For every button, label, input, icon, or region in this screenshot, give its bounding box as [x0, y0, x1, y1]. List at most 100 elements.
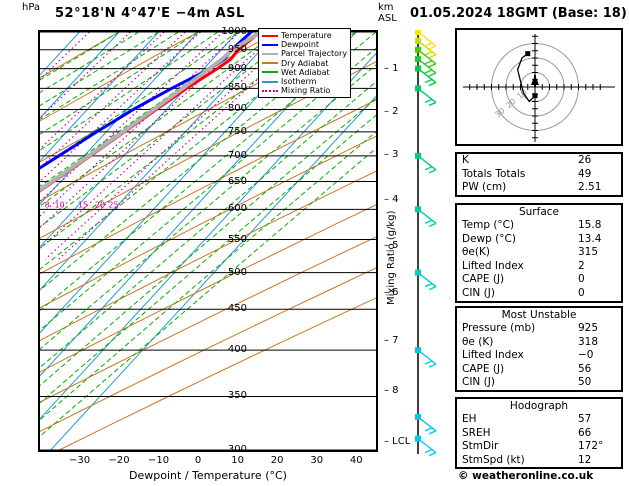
row-label: EH [462, 413, 477, 425]
row-value: 0 [578, 273, 585, 286]
copyright-footer: © weatheronline.co.uk [458, 470, 594, 482]
temperature-tick-0: 0 [194, 455, 202, 466]
height-tick-1: – 1 [384, 63, 399, 75]
row-value: 56 [578, 362, 592, 375]
legend-item-isotherm: Isotherm [262, 77, 347, 86]
legend-label: Isotherm [281, 77, 317, 87]
svg-text:20: 20 [95, 200, 105, 209]
row-value: 2 [578, 259, 585, 272]
row-label: CIN (J) [462, 286, 495, 299]
wind-barb [415, 46, 437, 68]
legend-label: Parcel Trajectory [281, 49, 348, 59]
wind-barb [415, 435, 437, 457]
temperature-tick-30: 30 [310, 455, 324, 466]
pressure-axis-unit: hPa [22, 2, 41, 13]
temperature-tick-20: 20 [270, 455, 284, 466]
legend-label: Wet Adiabat [281, 67, 330, 77]
legend-label: Temperature [281, 31, 332, 40]
table-row: CIN (J) 0 [457, 287, 621, 301]
wind-barb [415, 65, 437, 87]
xaxis-title: Dewpoint / Temperature (°C) [129, 469, 287, 482]
row-label: StmDir [462, 440, 499, 453]
temperature-tick--20: −20 [108, 455, 130, 466]
legend-swatch-icon [262, 89, 278, 92]
pressure-tick-400: 400 [227, 344, 247, 356]
table-row: θe (K) 318 [457, 336, 621, 350]
wind-barb [415, 152, 437, 174]
table-row: EH 57 [457, 413, 621, 427]
legend-label: Mixing Ratio [281, 86, 331, 96]
row-label: θe (K) [462, 335, 494, 348]
legend-swatch-icon [262, 80, 278, 83]
height-tick-4: – 4 [384, 193, 399, 205]
height-tick-3: – 3 [384, 149, 399, 161]
table-row: Totals Totals 49 [457, 168, 621, 182]
page-title: 52°18'N 4°47'E −4m ASL [55, 6, 245, 21]
wind-barb [415, 269, 437, 291]
legend-label: Dewpoint [281, 40, 320, 50]
mixing-ratio-axis-title: Mixing Ratio (g/kg) [386, 210, 397, 305]
table-row: Dewp (°C) 13.4 [457, 233, 621, 247]
table-row: Lifted Index −0 [457, 349, 621, 363]
legend-item-wet-adiabat: Wet Adiabat [262, 68, 347, 77]
row-label: CIN (J) [462, 376, 495, 389]
row-value: 15.8 [578, 219, 602, 231]
wind-barb [415, 56, 437, 77]
legend-swatch-icon [262, 71, 278, 74]
row-label: Lifted Index [462, 259, 524, 272]
legend-item-dry-adiabat: Dry Adiabat [262, 59, 347, 68]
table-row: θe(K) 315 [457, 246, 621, 260]
row-value: −0 [578, 349, 594, 362]
row-label: K [462, 154, 469, 166]
wind-barb [415, 413, 437, 435]
legend-item-temperature: Temperature [262, 31, 347, 40]
table-title: Hodograph [509, 400, 569, 412]
legend-label: Dry Adiabat [281, 58, 329, 68]
row-label: SREH [462, 426, 491, 439]
pressure-tick-1000: 1000 [221, 26, 247, 37]
pressure-tick-350: 350 [227, 390, 247, 402]
run-title: 01.05.2024 18GMT (Base: 18) [410, 6, 627, 21]
row-label: Totals Totals [462, 167, 526, 180]
svg-text:10: 10 [54, 200, 64, 209]
temperature-tick--30: −30 [68, 455, 91, 466]
row-label: θe(K) [462, 246, 490, 259]
skewt-plot[interactable]: 8 10 15 20 25 [38, 30, 378, 452]
hodograph-stats-table: Hodograph EH 57 SREH 66 StmDir 172° StmSpd (kt)… [455, 397, 623, 470]
table-row: SREH 66 [457, 427, 621, 441]
table-row: Temp (°C) 15.8 [457, 219, 621, 233]
table-row: CAPE (J) 56 [457, 363, 621, 377]
legend-item-parcel-trajectory: Parcel Trajectory [262, 49, 347, 58]
pressure-tick-300: 300 [227, 444, 247, 455]
row-value: 318 [578, 335, 599, 348]
table-row: Pressure (mb) 925 [457, 322, 621, 336]
wind-barb [415, 30, 437, 50]
row-value: 13.4 [578, 232, 602, 245]
height-axis-unit: km ASL [378, 2, 397, 24]
pressure-tick-450: 450 [227, 303, 247, 315]
height-tick-8: – 8 [384, 384, 399, 396]
pressure-tick-600: 600 [227, 203, 247, 215]
row-label: Lifted Index [462, 349, 524, 362]
row-value: 925 [578, 322, 599, 334]
row-label: CAPE (J) [462, 362, 505, 375]
row-label: Temp (°C) [462, 219, 515, 231]
wind-barb [415, 37, 437, 59]
row-value: 26 [578, 154, 592, 166]
row-label: PW (cm) [462, 181, 507, 194]
row-value: 49 [578, 167, 592, 180]
pressure-tick-900: 900 [227, 62, 247, 74]
wind-barb [415, 85, 437, 107]
height-tick-6: – 6 [384, 286, 399, 298]
height-tick-7: – 7 [384, 335, 399, 347]
height-tick-2: – 2 [384, 105, 399, 117]
pressure-tick-500: 500 [227, 266, 247, 278]
pressure-tick-800: 800 [227, 103, 247, 115]
surface-indices-table: Surface Temp (°C) 15.8 Dewp (°C) 13.4 θe(K) 31… [455, 203, 623, 303]
wind-barb [415, 347, 437, 368]
legend-item-dewpoint: Dewpoint [262, 40, 347, 49]
table-row: StmDir 172° [457, 440, 621, 454]
svg-text:15: 15 [78, 200, 88, 209]
